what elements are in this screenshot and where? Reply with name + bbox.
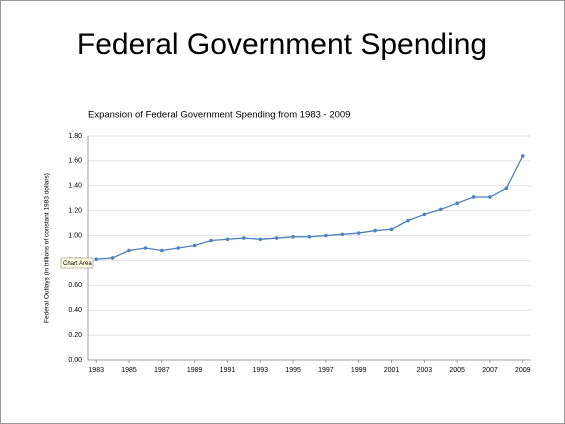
data-point xyxy=(291,235,295,239)
y-tick-label: 0.40 xyxy=(68,307,82,314)
x-tick-label: 1987 xyxy=(154,367,170,374)
x-tick-label: 2007 xyxy=(482,367,498,374)
data-point xyxy=(160,248,164,253)
chart-title: Expansion of Federal Government Spending… xyxy=(88,110,350,121)
y-tick-label: 1.80 xyxy=(68,133,82,140)
x-tick-label: 2009 xyxy=(515,367,531,374)
data-point xyxy=(258,237,263,242)
data-point xyxy=(274,236,279,240)
data-point xyxy=(127,248,131,253)
data-point xyxy=(225,237,230,242)
y-tick-label: 1.60 xyxy=(68,158,82,165)
x-tick-label: 1999 xyxy=(351,367,367,374)
slide-title: Federal Government Spending xyxy=(77,28,487,61)
x-tick-label: 1997 xyxy=(318,367,334,374)
x-tick-label: 2005 xyxy=(449,367,465,374)
data-point xyxy=(438,207,443,212)
data-point xyxy=(307,235,312,239)
data-point xyxy=(406,218,410,223)
y-tick-label: 0.00 xyxy=(68,357,82,364)
x-tick-label: 1985 xyxy=(121,367,137,374)
x-tick-label: 1989 xyxy=(187,367,203,374)
y-axis-label: Federal Outlays (in trillions of constan… xyxy=(44,173,51,323)
x-tick-label: 1995 xyxy=(285,367,301,374)
data-point xyxy=(94,257,99,262)
data-point xyxy=(488,195,492,199)
y-tick-label: 1.20 xyxy=(68,208,82,215)
data-point xyxy=(520,154,525,158)
data-point xyxy=(192,243,197,248)
data-point xyxy=(242,236,246,240)
data-point xyxy=(373,228,377,233)
y-tick-label: 1.40 xyxy=(68,183,82,190)
tooltip-box xyxy=(60,257,94,269)
data-point xyxy=(471,195,476,199)
data-point xyxy=(209,238,213,243)
data-point xyxy=(143,246,148,250)
data-point xyxy=(340,232,345,237)
x-tick-label: 1991 xyxy=(220,367,236,374)
data-point xyxy=(324,233,328,238)
data-point xyxy=(455,201,459,205)
data-point xyxy=(422,212,427,217)
data-point xyxy=(176,246,181,250)
x-tick-label: 1993 xyxy=(252,367,268,374)
y-tick-label: 0.60 xyxy=(68,282,82,289)
data-point xyxy=(389,227,394,232)
x-tick-label: 1983 xyxy=(88,367,104,374)
data-point xyxy=(110,256,115,260)
y-tick-label: 0.20 xyxy=(68,332,82,339)
data-point xyxy=(504,186,509,191)
x-tick-label: 2001 xyxy=(384,367,400,374)
y-tick-label: 1.00 xyxy=(68,232,82,239)
tooltip-text: Chart Area xyxy=(63,261,92,267)
x-tick-label: 2003 xyxy=(417,367,433,374)
data-point xyxy=(356,231,361,235)
